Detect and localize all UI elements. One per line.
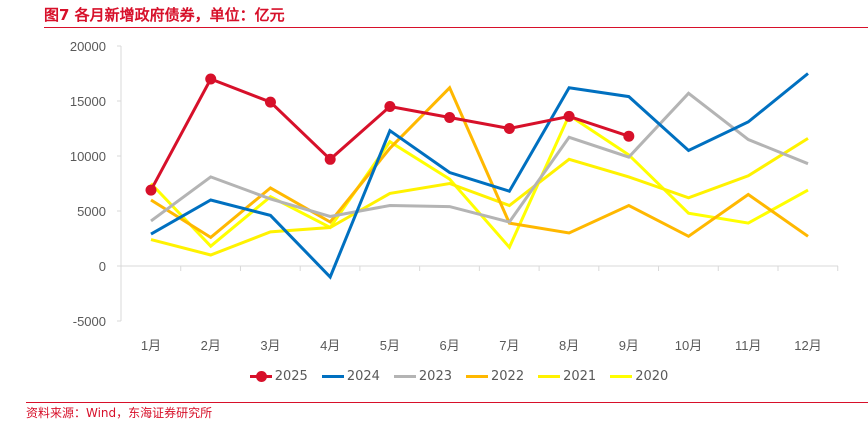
x-tick-label: 3月 bbox=[260, 338, 280, 353]
series-line-2024 bbox=[150, 72, 809, 280]
y-tick-label: 20000 bbox=[70, 39, 106, 54]
series-2023 bbox=[150, 91, 809, 224]
source-divider bbox=[26, 402, 868, 403]
legend-marker bbox=[255, 371, 267, 382]
y-tick-label: 10000 bbox=[70, 149, 106, 164]
legend-label: 2025 bbox=[274, 369, 308, 384]
line-chart: -5000 0 5000 10000 15000 20000 1月 2月 3月 4月 5月 6月 7月 8… bbox=[70, 39, 839, 353]
y-tick-label: 15000 bbox=[70, 94, 106, 109]
legend-label: 2021 bbox=[563, 369, 597, 384]
legend-item-2021: 2021 bbox=[538, 369, 596, 384]
series-2024 bbox=[150, 72, 809, 280]
x-tick-label: 1月 bbox=[141, 338, 161, 353]
legend-label: 2020 bbox=[635, 369, 669, 384]
legend-swatch bbox=[321, 375, 344, 378]
x-tick-label: 2月 bbox=[201, 338, 221, 353]
x-tick-label: 7月 bbox=[499, 338, 519, 353]
y-tick-label: 0 bbox=[99, 259, 106, 274]
x-tick-label: 6月 bbox=[440, 338, 460, 353]
source-note: 资料来源：Wind，东海证券研究所 bbox=[26, 406, 213, 420]
legend-item-2020: 2020 bbox=[610, 369, 668, 384]
x-tick-label: 9月 bbox=[619, 338, 639, 353]
legend-label: 2022 bbox=[491, 369, 525, 384]
legend-item-2022: 2022 bbox=[466, 369, 524, 384]
legend-label: 2024 bbox=[346, 369, 380, 384]
x-tick-label: 12月 bbox=[794, 338, 821, 353]
series-2025 bbox=[145, 73, 635, 196]
legend-swatch bbox=[466, 375, 488, 378]
x-tick-label: 11月 bbox=[735, 338, 762, 353]
data-point-2025 bbox=[324, 153, 336, 165]
legend-item-2024: 2024 bbox=[321, 369, 380, 384]
series-2021 bbox=[150, 137, 809, 257]
data-point-2025 bbox=[503, 123, 515, 134]
legend-item-2023: 2023 bbox=[393, 369, 452, 384]
data-point-2025 bbox=[563, 110, 575, 122]
x-tick-label: 4月 bbox=[320, 338, 340, 353]
data-point-2025 bbox=[205, 73, 217, 85]
chart-title: 图7 各月新增政府债券，单位：亿元 bbox=[44, 6, 285, 24]
legend-swatch bbox=[249, 371, 272, 382]
data-point-2025 bbox=[444, 112, 456, 123]
legend-swatch bbox=[393, 375, 416, 378]
data-point-2025 bbox=[264, 96, 276, 108]
legend-item-2025: 2025 bbox=[249, 369, 308, 384]
legend: 2025 2024 2023 2022 2021 2020 bbox=[0, 369, 868, 384]
legend-label: 2023 bbox=[418, 369, 452, 384]
x-tick-label: 5月 bbox=[380, 338, 400, 353]
data-point-2025 bbox=[384, 101, 396, 112]
series-line-2021 bbox=[150, 137, 809, 257]
title-divider bbox=[44, 27, 868, 28]
legend-swatch bbox=[610, 375, 633, 378]
data-point-2025 bbox=[145, 184, 157, 196]
series-line-2023 bbox=[150, 91, 809, 224]
legend-swatch bbox=[538, 375, 561, 378]
x-tick-label: 10月 bbox=[675, 338, 702, 353]
x-tick-label: 8月 bbox=[559, 338, 579, 353]
y-tick-label: -5000 bbox=[73, 314, 106, 329]
data-point-2025 bbox=[623, 130, 635, 142]
y-tick-label: 5000 bbox=[77, 204, 106, 219]
